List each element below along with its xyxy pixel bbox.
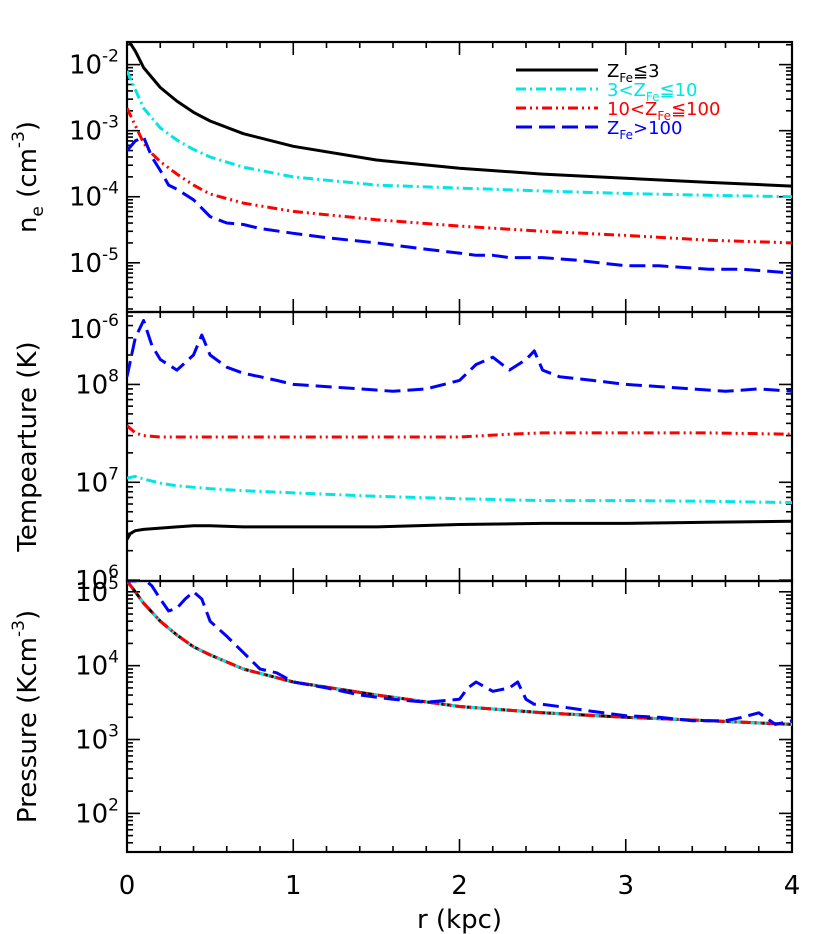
x-tick-label: 1: [285, 871, 302, 901]
y-tick-label: 105: [75, 574, 119, 608]
y-axis-label: ne (cm-3): [9, 121, 48, 233]
series-line: [127, 581, 792, 726]
y-tick-label: 10-5: [69, 245, 119, 279]
series-line: [127, 581, 792, 726]
y-tick-label: 10-3: [69, 113, 119, 147]
y-axis-label: Pressure (Kcm-3): [9, 610, 43, 823]
x-tick-label: 4: [784, 871, 801, 901]
series-line: [127, 424, 792, 439]
y-tick-label: 10-2: [69, 47, 119, 81]
series-line: [127, 581, 792, 726]
legend-label: 3<ZFe≦10: [607, 80, 698, 104]
series-line: [127, 519, 792, 541]
series-line: [127, 581, 792, 726]
series-line: [127, 319, 792, 393]
legend-label: ZFe>100: [607, 118, 682, 142]
pressure-panel: 102 103 104 105 Pressure (Kcm-3) 0 1 2 3 4 r (kpc): [9, 574, 800, 934]
y-tick-label: 106: [75, 562, 119, 596]
x-tick-label: 2: [451, 871, 468, 901]
legend-label: ZFe≦3: [607, 61, 660, 85]
x-axis-label: r (kpc): [417, 905, 502, 934]
plot-frame: [125, 579, 794, 854]
y-tick-label: 102: [75, 795, 119, 829]
plot-frame: [125, 310, 794, 583]
series-line: [127, 107, 792, 245]
series-line: [127, 135, 792, 275]
y-tick-label: 103: [75, 722, 119, 756]
temperature-panel: 106 107 108 Tempearture (K): [13, 310, 794, 596]
series-line: [127, 474, 792, 505]
y-tick-label: 10-6: [69, 311, 119, 345]
x-tick-label: 0: [119, 871, 136, 901]
y-tick-label: 108: [75, 366, 119, 400]
density-panel: 10-6 10-5 10-4 10-3 10-2 ne (cm-3) ZFe≦33<ZFe≦…: [9, 40, 794, 345]
y-tick-label: 10-4: [69, 179, 119, 213]
y-axis-label: Tempearture (K): [13, 341, 43, 552]
x-tick-label: 3: [617, 871, 634, 901]
y-tick-label: 104: [75, 648, 119, 682]
series-line: [127, 42, 792, 188]
y-tick-label: 107: [75, 464, 119, 498]
series-line: [127, 70, 792, 199]
legend-label: 10<ZFe≦100: [607, 99, 720, 123]
